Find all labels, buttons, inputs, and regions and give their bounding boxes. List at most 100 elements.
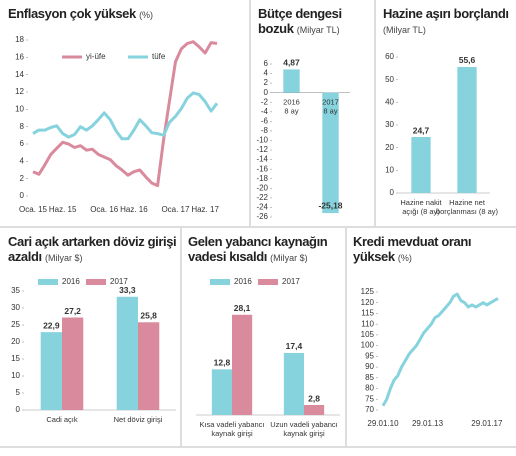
y-tick-label: 40	[385, 97, 394, 106]
title-text: Kredi mevduat oranı yüksek	[353, 234, 472, 264]
y-tick-label: 105	[361, 330, 375, 339]
x-tick-label: kaynak girişi	[211, 429, 253, 438]
x-tick-label: Oca. 17	[161, 205, 190, 214]
y-tick-label: -20	[256, 183, 268, 192]
x-tick-label: 29.01.13	[412, 419, 444, 428]
chart-title: Bütçe dengesi bozuk (Milyar TL)	[258, 6, 373, 38]
y-tick-label: 20	[385, 143, 394, 152]
bar	[304, 405, 325, 415]
chart-title: Hazine aşırı borçlandı (Milyar TL)	[383, 6, 515, 38]
y-tick-label: 8	[20, 122, 25, 131]
bar	[232, 314, 253, 415]
y-tick-label: 125	[361, 287, 375, 296]
y-tick-label: -4	[261, 107, 269, 116]
bar	[283, 69, 300, 93]
y-tick-label: 0	[20, 191, 25, 200]
legend-swatch	[258, 279, 278, 285]
y-tick-label: 0	[16, 405, 21, 414]
bar	[283, 352, 304, 415]
y-tick-label: 4	[264, 69, 269, 78]
bar	[40, 332, 62, 410]
y-tick-label: 115	[361, 309, 374, 318]
y-tick-label: 6	[264, 59, 269, 68]
y-tick-label: -26	[256, 212, 268, 221]
y-tick-label: 95	[365, 351, 374, 360]
y-tick-label: 10	[11, 371, 20, 380]
line-series	[381, 292, 499, 407]
y-tick-label: 60	[385, 52, 394, 61]
y-tick-label: 25	[11, 320, 20, 329]
y-tick-label: 100	[361, 341, 375, 350]
y-tick-label: 90	[365, 362, 374, 371]
bar	[62, 317, 84, 410]
value-label: -25,18	[318, 200, 342, 210]
y-tick-label: 35	[11, 286, 20, 295]
bar	[116, 296, 138, 410]
title-unit: (%)	[139, 10, 154, 20]
legend-label: 2016	[234, 277, 252, 286]
bar	[411, 137, 431, 193]
legend-label: yi-üfe	[86, 52, 106, 61]
x-tick-label: 2016	[283, 98, 300, 107]
y-tick-label: 0	[390, 188, 395, 197]
value-label: 55,6	[459, 55, 476, 65]
y-tick-label: -10	[256, 136, 268, 145]
y-tick-label: 16	[15, 52, 24, 61]
y-tick-label: -2	[261, 97, 269, 106]
legend-label: 2016	[62, 277, 80, 286]
y-tick-label: 30	[11, 303, 20, 312]
y-tick-label: 14	[15, 70, 24, 79]
y-tick-label: 75	[365, 394, 374, 403]
title-unit: (Milyar TL)	[296, 25, 340, 35]
y-tick-label: -16	[256, 164, 268, 173]
y-tick-label: 10	[385, 165, 394, 174]
x-tick-label: 29.01.17	[471, 419, 503, 428]
chart-title: Cari açık artarken döviz girişi azaldı (…	[8, 234, 183, 266]
title-text: Cari açık artarken döviz girişi azaldı	[8, 234, 177, 264]
y-tick-label: 0	[264, 88, 269, 97]
y-tick-label: 10	[15, 104, 24, 113]
y-tick-label: 85	[365, 373, 374, 382]
value-label: 2,8	[308, 393, 320, 403]
y-tick-label: 12	[15, 87, 24, 96]
title-unit: (Milyar $)	[44, 253, 83, 263]
y-tick-label: -24	[256, 203, 268, 212]
value-label: 12,8	[214, 358, 231, 368]
value-label: 28,1	[234, 303, 251, 313]
legend-swatch	[210, 279, 230, 285]
x-tick-label: Haz. 15	[49, 205, 77, 214]
bar	[322, 92, 339, 214]
y-tick-label: 20	[11, 337, 20, 346]
value-label: 24,7	[413, 125, 430, 135]
y-tick-label: 50	[385, 75, 394, 84]
title-text: Gelen yabancı kaynağın vadesi kısaldı	[188, 234, 328, 264]
bar	[211, 369, 232, 415]
x-tick-label: 8 ay	[323, 107, 337, 116]
title-unit: (%)	[397, 253, 412, 263]
x-tick-label: Uzun vadeli yabancı	[270, 420, 338, 429]
y-tick-label: -8	[261, 126, 269, 135]
x-tick-label: Hazine net	[449, 198, 486, 207]
x-tick-label: Oca. 15	[19, 205, 48, 214]
value-label: 4,87	[283, 58, 300, 68]
value-label: 17,4	[286, 341, 303, 351]
y-tick-label: 110	[361, 319, 374, 328]
bar	[138, 322, 160, 410]
x-tick-label: 29.01.10	[367, 419, 399, 428]
title-text: Bütçe dengesi bozuk	[258, 6, 342, 36]
y-tick-label: 70	[365, 405, 374, 414]
y-tick-label: 18	[15, 35, 24, 44]
y-tick-label: 30	[385, 120, 394, 129]
bar	[457, 66, 477, 193]
line-series	[32, 91, 219, 141]
y-tick-label: -18	[256, 174, 268, 183]
legend-swatch	[38, 279, 58, 285]
legend-swatch	[86, 279, 106, 285]
y-tick-label: 15	[11, 354, 20, 363]
legend-label: 2017	[282, 277, 300, 286]
x-tick-label: 8 ay	[284, 107, 298, 116]
y-tick-label: -22	[256, 193, 268, 202]
value-label: 27,2	[64, 306, 81, 316]
